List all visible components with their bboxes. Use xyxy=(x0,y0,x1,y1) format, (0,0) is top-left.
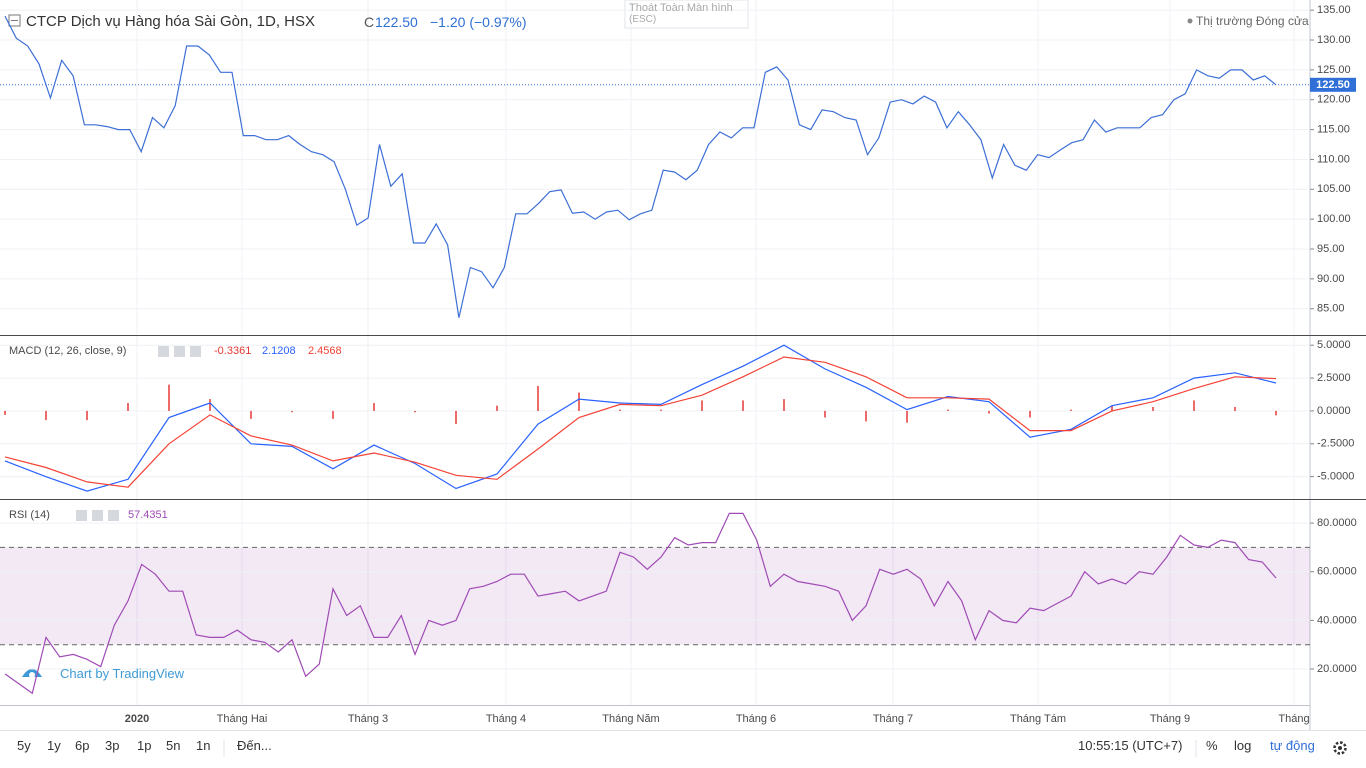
x-tick-label: Tháng 9 xyxy=(1150,713,1190,725)
collapse-icon[interactable] xyxy=(8,14,21,27)
y-tick-label: 95.00 xyxy=(1317,243,1345,255)
log-toggle[interactable]: log xyxy=(1234,738,1252,753)
close-price: 122.50 xyxy=(375,14,418,30)
status-dot xyxy=(1187,18,1193,24)
x-tick-label: Tháng 4 xyxy=(486,713,526,725)
range-button[interactable]: 1n xyxy=(196,738,211,753)
pane-title: RSI (14) xyxy=(9,509,50,521)
legend-value: -0.3361 xyxy=(214,345,251,357)
y-tick-label: -5.0000 xyxy=(1317,471,1354,483)
price-change: −1.20 (−0.97%) xyxy=(430,14,527,30)
last-price-tag xyxy=(1310,77,1356,92)
x-tick-label: Tháng 7 xyxy=(873,713,913,725)
range-button[interactable]: 5y xyxy=(17,738,31,753)
x-tick-label: Tháng Hai xyxy=(217,713,268,725)
rsi-line xyxy=(4,512,1277,695)
auto-toggle[interactable]: tự động xyxy=(1270,738,1315,753)
y-tick-label: 110.00 xyxy=(1317,153,1350,165)
y-tick-label: 80.0000 xyxy=(1317,517,1357,529)
legend-value: 2.1208 xyxy=(262,345,296,357)
macd-line xyxy=(4,356,1277,488)
y-tick-label: 130.00 xyxy=(1317,34,1351,46)
legend-value: 2.4568 xyxy=(308,345,342,357)
pane-icon xyxy=(76,510,87,521)
pane-title: MACD (12, 26, close, 9) xyxy=(9,345,126,357)
range-button[interactable]: 5n xyxy=(166,738,181,753)
y-tick-label: 135.00 xyxy=(1317,4,1351,16)
x-tick-label: Tháng Tám xyxy=(1010,713,1066,725)
chart-title: CTCP Dịch vụ Hàng hóa Sài Gòn, 1D, HSX xyxy=(26,13,315,30)
y-tick-label: 85.00 xyxy=(1317,303,1345,315)
percent-toggle[interactable]: % xyxy=(1206,738,1218,753)
x-tick-label: Tháng xyxy=(1278,713,1309,725)
y-tick-label: 40.0000 xyxy=(1317,614,1357,626)
price-line xyxy=(4,15,1277,318)
y-tick-label: -2.5000 xyxy=(1317,438,1354,450)
range-button[interactable]: 1p xyxy=(137,738,152,753)
range-button[interactable]: 6p xyxy=(75,738,90,753)
y-tick-label: 105.00 xyxy=(1317,183,1351,195)
y-tick-label: 2.5000 xyxy=(1317,372,1351,384)
market-status: Thị trường Đóng cửa xyxy=(1196,14,1309,28)
pane-icon xyxy=(108,510,119,521)
branding[interactable]: Chart by TradingView xyxy=(60,666,185,681)
y-tick-label: 120.00 xyxy=(1317,94,1351,106)
y-tick-label: 90.00 xyxy=(1317,273,1345,285)
y-tick-label: 100.00 xyxy=(1317,213,1351,225)
y-tick-label: 5.0000 xyxy=(1317,339,1351,351)
x-tick-label: Tháng 6 xyxy=(736,713,776,725)
close-prefix: C xyxy=(364,14,375,30)
y-tick-label: 20.0000 xyxy=(1317,663,1357,675)
rsi-band xyxy=(0,547,1310,645)
y-tick-label: 125.00 xyxy=(1317,64,1351,76)
range-button[interactable]: 1y xyxy=(47,738,61,753)
pane-icon xyxy=(158,346,169,357)
pane-icon xyxy=(174,346,185,357)
legend-value: 57.4351 xyxy=(128,509,168,521)
clock: 10:55:15 (UTC+7) xyxy=(1078,738,1183,753)
y-tick-label: 0.0000 xyxy=(1317,405,1351,417)
settings-icon[interactable] xyxy=(1333,741,1347,755)
pane-icon xyxy=(92,510,103,521)
x-tick-label: Tháng 3 xyxy=(348,713,388,725)
last-price-label: 122.50 xyxy=(1316,79,1350,91)
y-tick-label: 115.00 xyxy=(1317,123,1350,135)
y-tick-label: 60.0000 xyxy=(1317,566,1357,578)
pane-icon xyxy=(190,346,201,357)
tooltip-box xyxy=(624,0,749,29)
tooltip-text: Thoát Toàn Màn hình xyxy=(629,2,733,14)
x-tick-label: Tháng Năm xyxy=(602,713,659,725)
x-tick-label: 2020 xyxy=(125,713,149,725)
goto-button[interactable]: Đến... xyxy=(237,738,272,753)
tooltip-key: (ESC) xyxy=(629,14,657,25)
range-button[interactable]: 3p xyxy=(105,738,120,753)
